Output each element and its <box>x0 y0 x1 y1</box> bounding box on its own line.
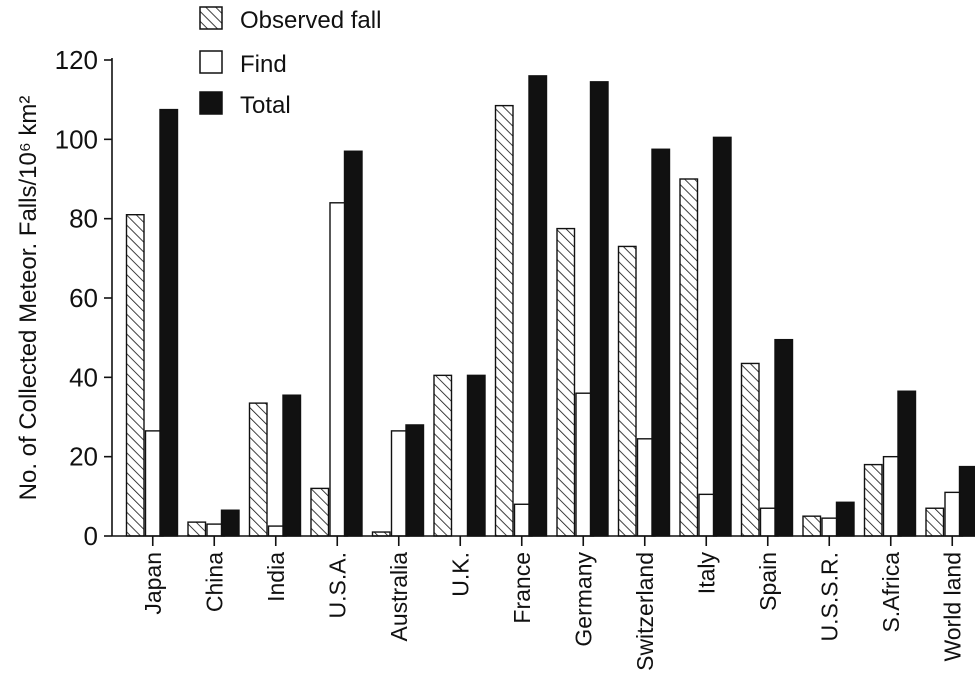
legend-label-find: Find <box>240 51 287 78</box>
bar-world-land-total <box>958 465 975 537</box>
bar-u-s-a-observed-fall <box>310 487 330 537</box>
y-tick-label-60: 60 <box>69 283 98 313</box>
y-axis: 0 20 40 60 80 100 120 <box>55 45 113 551</box>
bars <box>125 75 975 537</box>
bar-u-k-observed-fall <box>433 374 453 537</box>
bar-china-total <box>220 509 240 537</box>
bar-s-africa-total <box>897 390 917 537</box>
x-tick-label-italy: Italy <box>693 552 719 595</box>
bar-japan-observed-fall <box>125 213 145 537</box>
y-tick-label-20: 20 <box>69 442 98 472</box>
y-axis-title: No. of Collected Meteor. Falls/10⁶ km² <box>15 96 42 501</box>
y-tick-label-40: 40 <box>69 362 98 392</box>
bar-u-k-total <box>466 374 486 537</box>
y-tick-label-100: 100 <box>55 124 98 154</box>
bar-spain-total <box>774 338 794 537</box>
x-tick-label-france: France <box>509 552 535 624</box>
x-tick-label-u-s-s-r: U.S.S.R. <box>816 552 842 641</box>
legend-swatch-total <box>199 91 223 115</box>
x-tick-label-s-africa: S.Africa <box>878 552 904 633</box>
x-tick-label-u-k: U.K. <box>447 552 473 597</box>
legend-label-observed-fall: Observed fall <box>240 7 381 34</box>
bar-spain-observed-fall <box>740 362 760 537</box>
bar-france-total <box>528 75 548 537</box>
x-tick-label-world-land: World land <box>939 552 965 662</box>
x-axis: Japan China India U.S.A. Australia U.K. France… <box>112 535 975 671</box>
bar-u-s-a-total <box>343 150 363 537</box>
legend-swatch-observed-fall <box>199 6 223 30</box>
legend-label-total: Total <box>240 92 291 119</box>
bar-india-total <box>282 394 302 537</box>
bar-switzerland-total <box>651 148 671 537</box>
bar-india-observed-fall <box>248 402 268 537</box>
x-tick-label-germany: Germany <box>570 552 596 647</box>
bar-germany-observed-fall <box>556 227 576 537</box>
bar-australia-total <box>405 424 425 537</box>
x-tick-label-australia: Australia <box>386 552 412 642</box>
bar-italy-total <box>712 136 732 537</box>
bar-switzerland-observed-fall <box>617 245 637 537</box>
x-tick-label-spain: Spain <box>755 552 781 611</box>
bar-italy-observed-fall <box>679 178 699 537</box>
legend: Observed fall Find Total <box>199 6 381 119</box>
bar-u-s-s-r-total <box>835 501 855 537</box>
y-tick-label-120: 120 <box>55 45 98 75</box>
x-tick-label-u-s-a: U.S.A. <box>324 552 350 618</box>
bar-germany-total <box>589 81 609 537</box>
x-tick-label-japan: Japan <box>140 552 166 615</box>
bar-france-observed-fall <box>494 104 514 537</box>
legend-swatch-find <box>199 50 223 74</box>
x-tick-label-china: China <box>201 552 227 612</box>
bar-china-observed-fall <box>187 521 207 537</box>
bar-s-africa-observed-fall <box>863 463 883 537</box>
y-tick-label-0: 0 <box>84 521 98 551</box>
x-tick-label-india: India <box>263 552 289 602</box>
y-tick-label-80: 80 <box>69 204 98 234</box>
bar-u-s-s-r-observed-fall <box>802 515 822 537</box>
bar-world-land-observed-fall <box>925 507 945 537</box>
x-tick-label-switzerland: Switzerland <box>632 552 658 671</box>
bar-japan-total <box>159 108 179 537</box>
